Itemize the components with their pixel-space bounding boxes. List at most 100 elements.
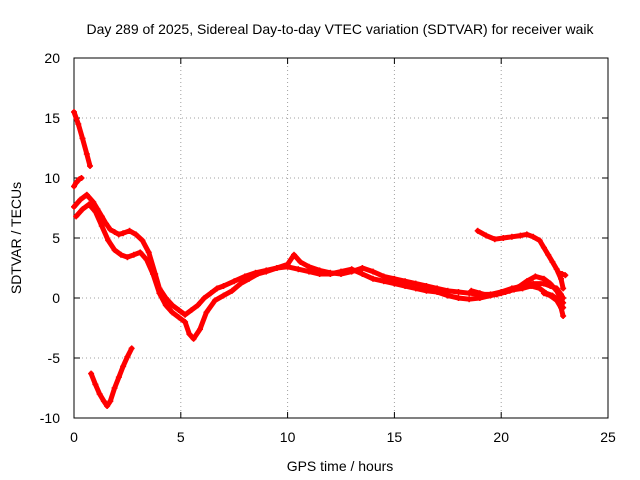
data-point: [297, 259, 304, 265]
data-point: [71, 183, 77, 190]
data-point: [523, 231, 530, 238]
data-point: [143, 256, 150, 263]
data-point: [553, 266, 560, 273]
data-point: [532, 273, 539, 280]
data-point: [182, 311, 189, 318]
data-point: [246, 275, 253, 282]
data-point: [553, 287, 560, 294]
data-point: [92, 208, 99, 215]
data-point: [540, 290, 547, 297]
data-point: [220, 292, 227, 299]
data-point: [444, 292, 451, 299]
data-point: [111, 385, 118, 391]
data-point: [466, 296, 473, 303]
axis-ticks: 0 5 10 15 20 25 -10 -5 0 5 10 15 20: [40, 50, 616, 445]
data-point: [229, 287, 236, 294]
data-point: [98, 223, 105, 229]
data-point: [530, 233, 537, 240]
data-point: [254, 271, 261, 277]
data-point: [560, 313, 567, 319]
data-point: [111, 247, 118, 253]
data-point: [412, 285, 419, 292]
data-point: [124, 254, 131, 261]
data-point: [562, 272, 569, 279]
data-point: [553, 297, 560, 304]
data-point: [231, 278, 238, 285]
y-tick-label: 15: [44, 110, 60, 126]
data-point: [79, 135, 86, 142]
data-point: [263, 268, 270, 275]
y-axis-label: SDTVAR / TECUs: [8, 182, 24, 294]
x-tick-label: 0: [70, 429, 78, 445]
data-point: [528, 283, 535, 289]
x-tick-label: 10: [280, 429, 296, 445]
data-point: [175, 307, 182, 313]
data-point: [220, 283, 227, 289]
data-point: [78, 175, 85, 181]
y-tick-label: 5: [52, 230, 60, 246]
data-point: [316, 271, 323, 277]
data-point: [273, 265, 280, 271]
data-point: [139, 237, 146, 244]
data-point: [500, 235, 507, 241]
data-point: [201, 295, 208, 301]
data-point: [126, 227, 133, 234]
data-point: [103, 220, 110, 227]
data-point: [536, 285, 543, 292]
y-tick-label: 10: [44, 170, 60, 186]
data-point: [117, 251, 124, 258]
data-point: [92, 381, 99, 388]
grid-lines: [74, 58, 608, 418]
data-point: [124, 353, 131, 360]
data-point: [175, 314, 182, 321]
data-point: [188, 307, 195, 313]
data-point: [305, 268, 312, 275]
data-point: [380, 278, 387, 285]
x-tick-label: 20: [493, 429, 509, 445]
data-point: [468, 287, 475, 294]
data-point: [476, 290, 483, 297]
data-point: [120, 363, 127, 370]
data-point: [83, 191, 90, 198]
data-point: [536, 237, 543, 244]
data-point: [559, 271, 566, 277]
data-point: [214, 285, 221, 292]
data-point: [558, 275, 565, 282]
data-point: [77, 196, 84, 203]
data-point: [130, 251, 137, 258]
data-point: [485, 292, 492, 299]
data-point: [105, 237, 112, 244]
chart-title: Day 289 of 2025, Sidereal Day-to-day VTE…: [86, 21, 594, 37]
data-point: [291, 251, 298, 258]
data-point: [104, 403, 111, 409]
data-point: [359, 271, 366, 277]
series-line-track-f: [475, 228, 566, 291]
data-point: [73, 213, 80, 220]
data-point: [75, 121, 82, 127]
data-point: [169, 309, 176, 316]
y-tick-label: 0: [52, 290, 60, 306]
data-point: [107, 398, 114, 405]
data-point: [115, 374, 122, 381]
data-point: [545, 251, 552, 258]
data-point: [423, 287, 430, 294]
data-point: [145, 249, 152, 256]
data-point: [391, 280, 398, 287]
data-point: [197, 326, 204, 333]
data-point: [549, 259, 556, 265]
y-tick-label: 20: [44, 50, 60, 66]
data-point: [111, 229, 118, 235]
data-point: [79, 206, 86, 213]
data-point: [519, 285, 526, 292]
data-point: [523, 278, 530, 285]
data-point: [455, 289, 462, 295]
data-point: [73, 179, 80, 186]
data-point: [547, 292, 554, 299]
data-point: [132, 231, 139, 238]
data-point: [71, 109, 77, 115]
x-tick-label: 25: [600, 429, 616, 445]
data-point: [483, 232, 490, 239]
y-tick-label: -10: [40, 410, 60, 426]
data-point: [115, 231, 122, 238]
